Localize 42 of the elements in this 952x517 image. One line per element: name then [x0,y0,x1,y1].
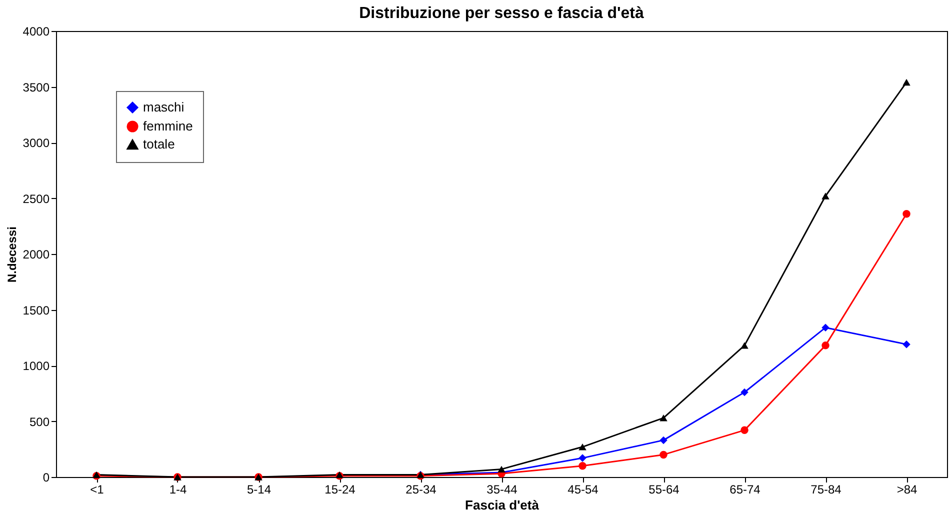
point [740,342,748,349]
x-axis-title: Fascia d'età [465,498,540,512]
point [902,210,910,218]
x-tick-label: 1-4 [169,482,187,496]
point [740,426,748,434]
y-tick-label: 3000 [22,136,50,150]
point [578,454,586,462]
y-tick-label: 3500 [22,80,50,94]
legend-label: femmine [143,118,193,134]
y-tick-label: 4000 [22,24,50,38]
point [660,450,668,459]
chart-title: Distribuzione per sesso e fascia d'età [359,5,644,22]
x-tick-label: 55-64 [648,482,680,496]
y-tick-label: 2500 [22,192,50,206]
x-tick-label: 5-14 [246,482,272,496]
point [660,436,668,444]
x-tick-label: 65-74 [730,482,761,496]
point [822,324,830,332]
y-tick-label: 500 [29,414,50,429]
legend-label: maschi [143,100,184,114]
y-tick-label: 1000 [22,359,50,373]
point [498,466,506,473]
point [740,388,748,396]
x-tick-label: 75-84 [810,482,842,496]
x-tick-label: 45-54 [568,482,599,496]
x-tick-label: <1 [90,482,104,496]
x-tick-label: 15-24 [324,482,356,496]
y-tick-label: 1500 [22,303,50,318]
point [902,78,910,86]
point [578,462,586,470]
legend-label: totale [143,136,175,152]
y-tick-label: 2000 [22,248,50,262]
y-axis-title: N.decessi [4,226,19,283]
x-tick-label: >84 [896,482,918,496]
x-tick-label: 25-34 [406,482,437,496]
point [822,192,830,200]
point [822,342,830,350]
point [578,444,586,450]
x-tick-label: 35-44 [486,482,518,496]
point [660,414,668,422]
point [902,340,910,348]
y-tick-label: 0 [42,470,50,484]
